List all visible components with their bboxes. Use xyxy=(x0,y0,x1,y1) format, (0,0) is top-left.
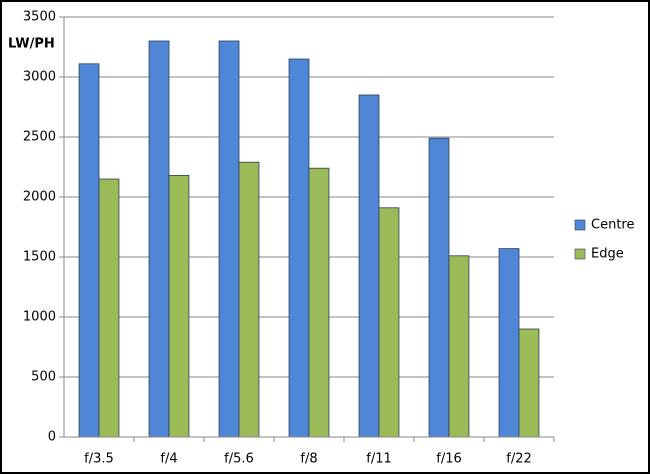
bar xyxy=(168,174,190,438)
bar xyxy=(358,94,380,438)
x-tick-label: f/5.6 xyxy=(224,452,254,467)
legend-swatch xyxy=(574,219,586,231)
bar xyxy=(148,40,170,438)
x-tick-label: f/8 xyxy=(300,452,317,467)
bar xyxy=(498,248,520,438)
y-tick-label: 3000 xyxy=(23,70,56,85)
legend-swatch xyxy=(574,248,586,260)
bar xyxy=(98,178,120,438)
x-tick-label: f/16 xyxy=(436,452,462,467)
y-tick-label: 500 xyxy=(31,370,56,385)
x-tick-label: f/4 xyxy=(160,452,177,467)
bar xyxy=(448,255,470,438)
bar xyxy=(428,137,450,438)
y-tick-label: 2000 xyxy=(23,190,56,205)
y-tick-label: 1500 xyxy=(23,250,56,265)
x-tick-label: f/3.5 xyxy=(84,452,114,467)
bar xyxy=(518,328,540,438)
y-tick-label: 0 xyxy=(48,430,56,445)
bar xyxy=(218,40,240,438)
bar xyxy=(378,207,400,438)
legend-label: Edge xyxy=(591,247,624,262)
bar xyxy=(78,63,100,438)
bar xyxy=(308,167,330,438)
y-tick-label: 1000 xyxy=(23,310,56,325)
x-tick-label: f/11 xyxy=(366,452,392,467)
y-tick-label: 3500 xyxy=(23,10,56,25)
legend-label: Centre xyxy=(591,218,634,233)
bar xyxy=(288,58,310,438)
bar xyxy=(238,161,260,438)
y-axis-label: LW/PH xyxy=(8,37,55,52)
y-tick-label: 2500 xyxy=(23,130,56,145)
x-tick-label: f/22 xyxy=(506,452,532,467)
